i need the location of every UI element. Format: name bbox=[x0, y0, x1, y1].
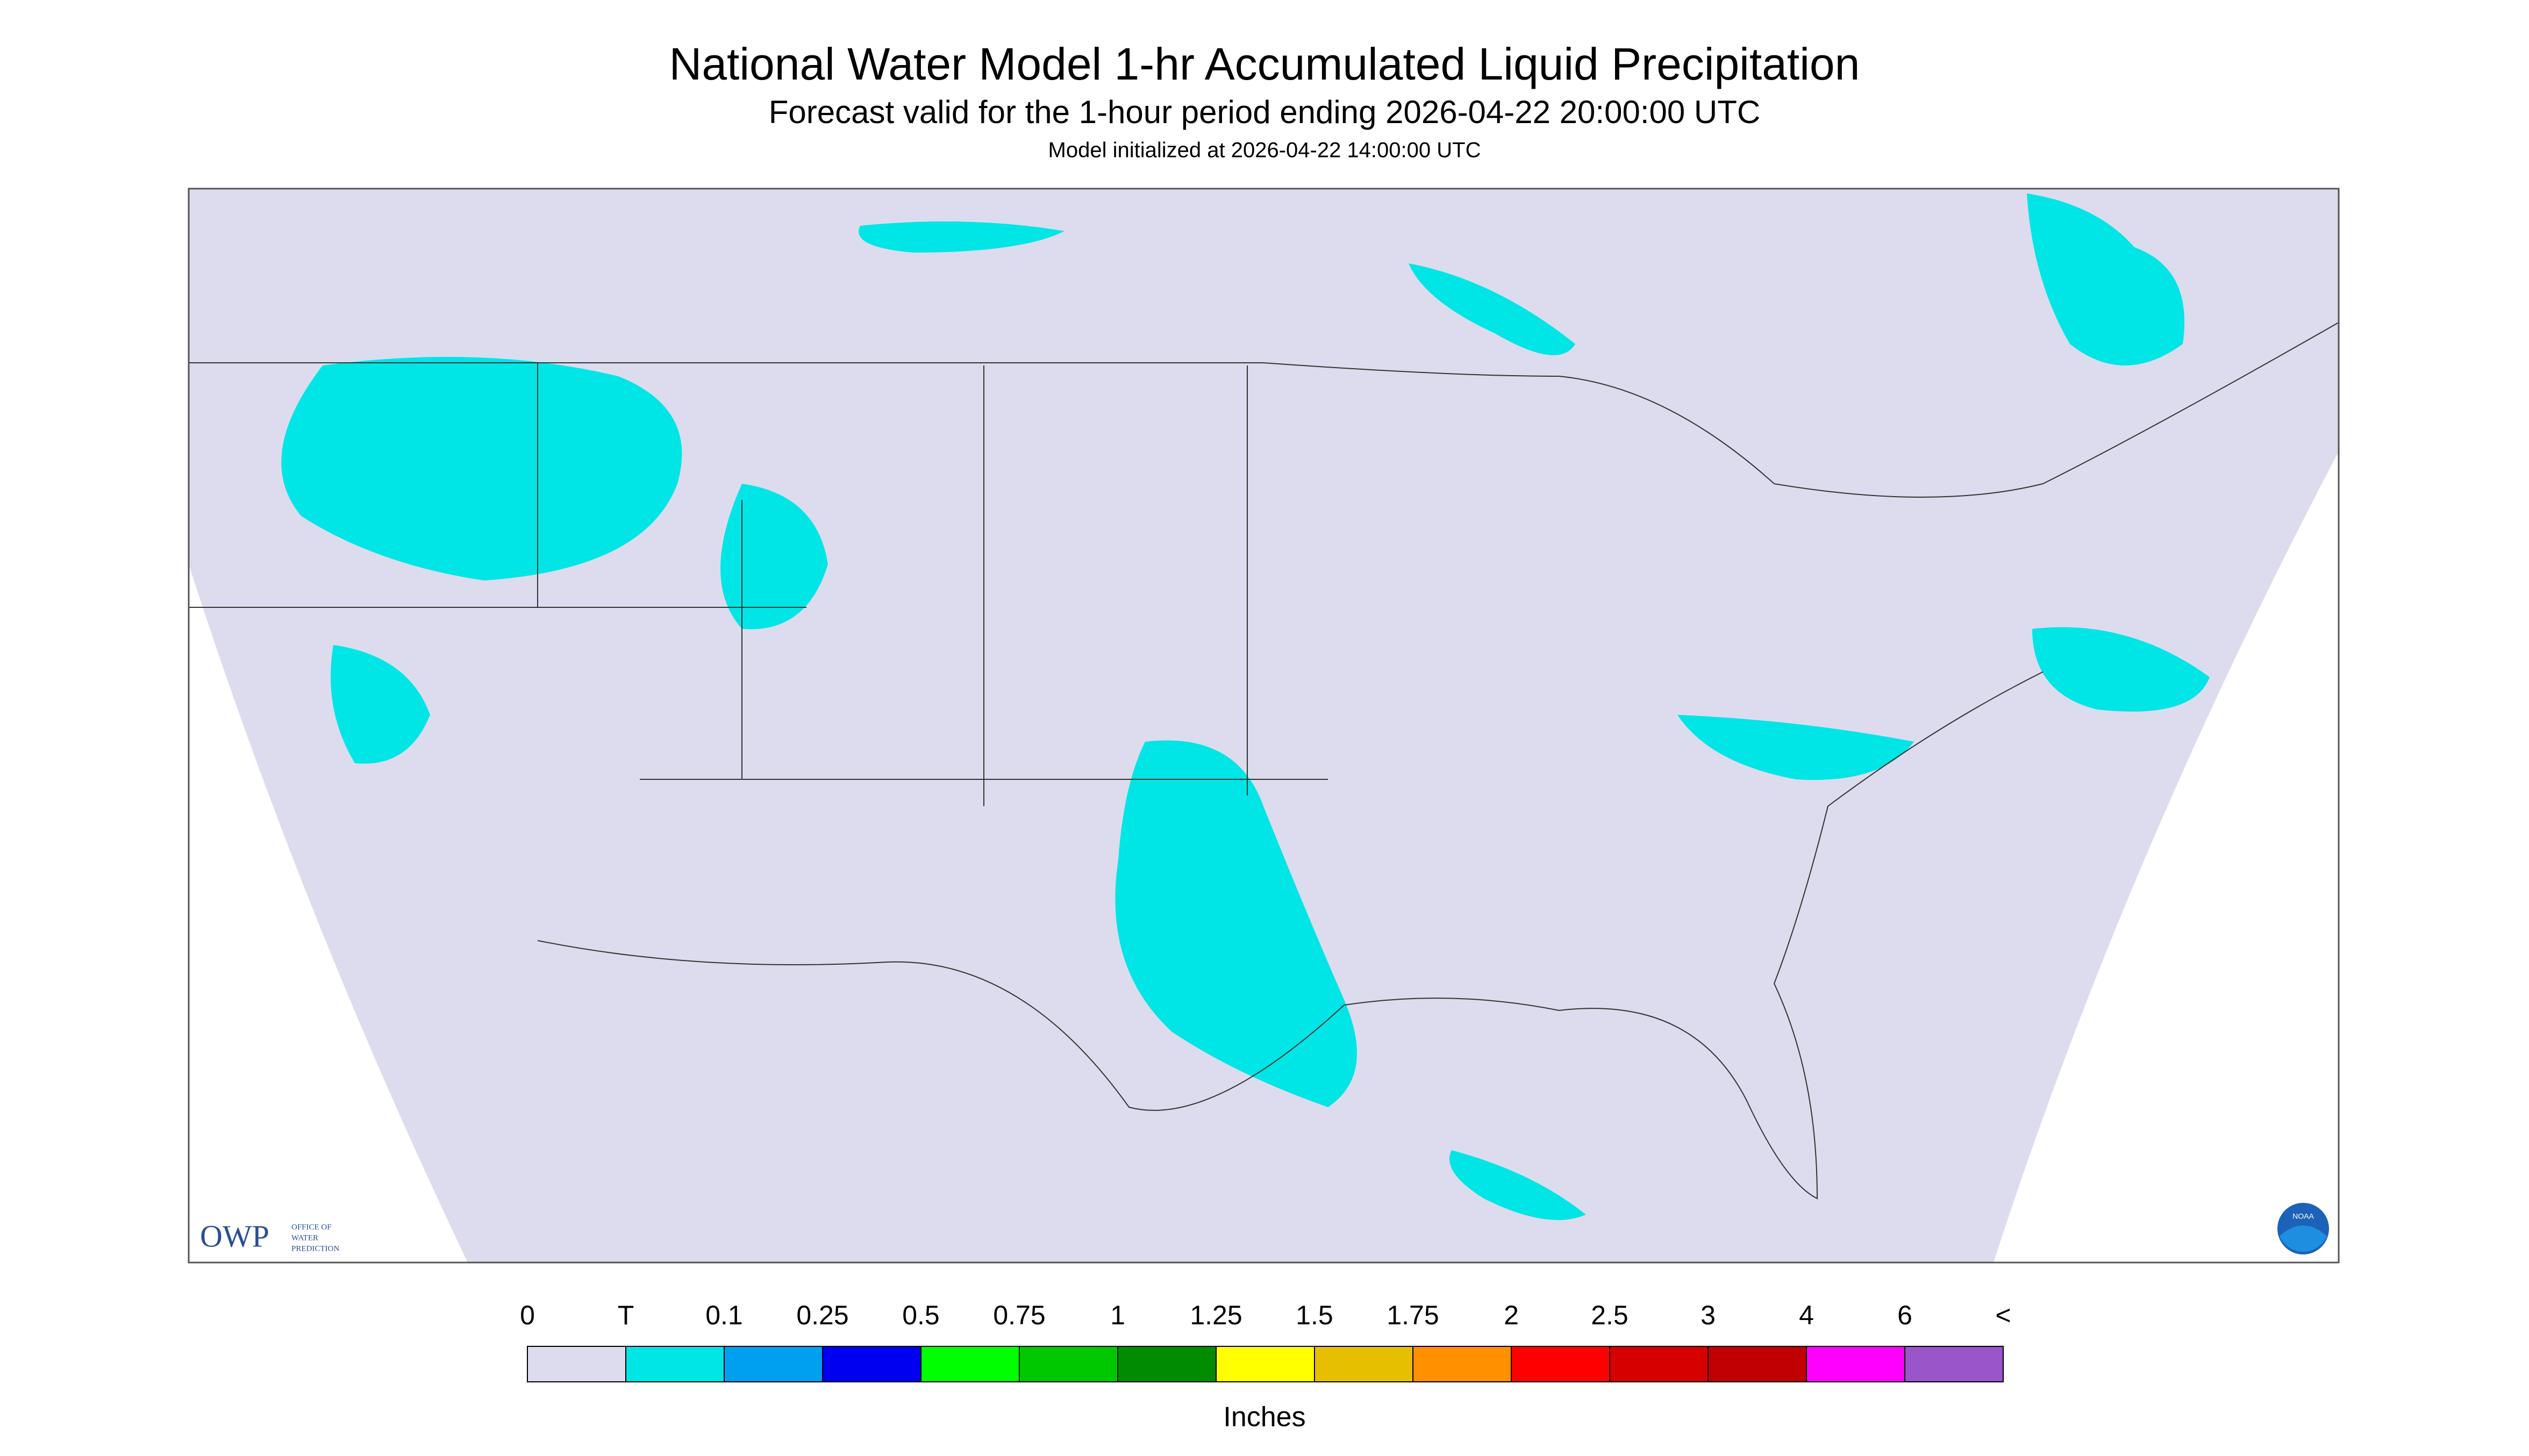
legend-swatch bbox=[920, 1346, 1020, 1382]
map: OWP OFFICE OF WATER PREDICTION NOAA bbox=[188, 188, 2340, 1264]
legend-swatch bbox=[625, 1346, 725, 1382]
map-border bbox=[188, 188, 2340, 1264]
owp-office: WATER bbox=[291, 1233, 318, 1242]
legend-label: 0.25 bbox=[796, 1300, 848, 1330]
init-note: Model initialized at 2026-04-22 14:00:00… bbox=[1048, 139, 1481, 162]
precip-areas bbox=[281, 193, 2210, 1220]
legend: 0 T 0.1 0.25 0.5 0.75 1 1.25 1.5 1.75 2 2.5 3 4 6 < bbox=[520, 1300, 2011, 1382]
legend-label: 2.5 bbox=[1591, 1300, 1628, 1330]
noaa-wave bbox=[2280, 1225, 2327, 1252]
legend-swatch bbox=[1806, 1346, 1905, 1382]
owp-logo: OWP bbox=[200, 1218, 269, 1253]
boundaries bbox=[189, 322, 2339, 1200]
legend-swatch bbox=[1708, 1346, 1807, 1382]
legend-label: 0.1 bbox=[705, 1300, 743, 1330]
legend-swatch bbox=[1216, 1346, 1315, 1382]
legend-label: 6 bbox=[1897, 1300, 1912, 1330]
legend-unit: Inches bbox=[1223, 1402, 1305, 1433]
owp-office: OFFICE OF bbox=[291, 1223, 332, 1231]
legend-label: T bbox=[618, 1300, 634, 1330]
noaa-text: NOAA bbox=[2292, 1212, 2314, 1221]
legend-swatch bbox=[1511, 1346, 1610, 1382]
legend-label: 1.5 bbox=[1296, 1300, 1333, 1330]
legend-label: 0.75 bbox=[993, 1300, 1045, 1330]
legend-label: 1.25 bbox=[1190, 1300, 1242, 1330]
legend-swatch bbox=[1904, 1346, 2004, 1382]
legend-swatch bbox=[1117, 1346, 1217, 1382]
legend-label: 4 bbox=[1799, 1300, 1814, 1330]
legend-swatch bbox=[1412, 1346, 1512, 1382]
legend-swatch bbox=[1019, 1346, 1118, 1382]
owp-office: PREDICTION bbox=[291, 1244, 339, 1253]
legend-label: 3 bbox=[1701, 1300, 1716, 1330]
projection-area bbox=[189, 189, 2339, 1263]
legend-swatch bbox=[1609, 1346, 1709, 1382]
legend-swatch bbox=[527, 1346, 626, 1382]
title: National Water Model 1-hr Accumulated Li… bbox=[669, 39, 1860, 89]
subtitle: Forecast valid for the 1-hour period end… bbox=[769, 94, 1760, 130]
legend-label: 0.5 bbox=[902, 1300, 940, 1330]
legend-swatch bbox=[822, 1346, 921, 1382]
legend-label: 0 bbox=[520, 1300, 535, 1330]
legend-label: 2 bbox=[1504, 1300, 1519, 1330]
legend-label: 1 bbox=[1110, 1300, 1125, 1330]
legend-label: 1.75 bbox=[1387, 1300, 1439, 1330]
legend-swatch bbox=[724, 1346, 823, 1382]
legend-label: < bbox=[1995, 1300, 2011, 1330]
legend-swatch bbox=[1314, 1346, 1413, 1382]
